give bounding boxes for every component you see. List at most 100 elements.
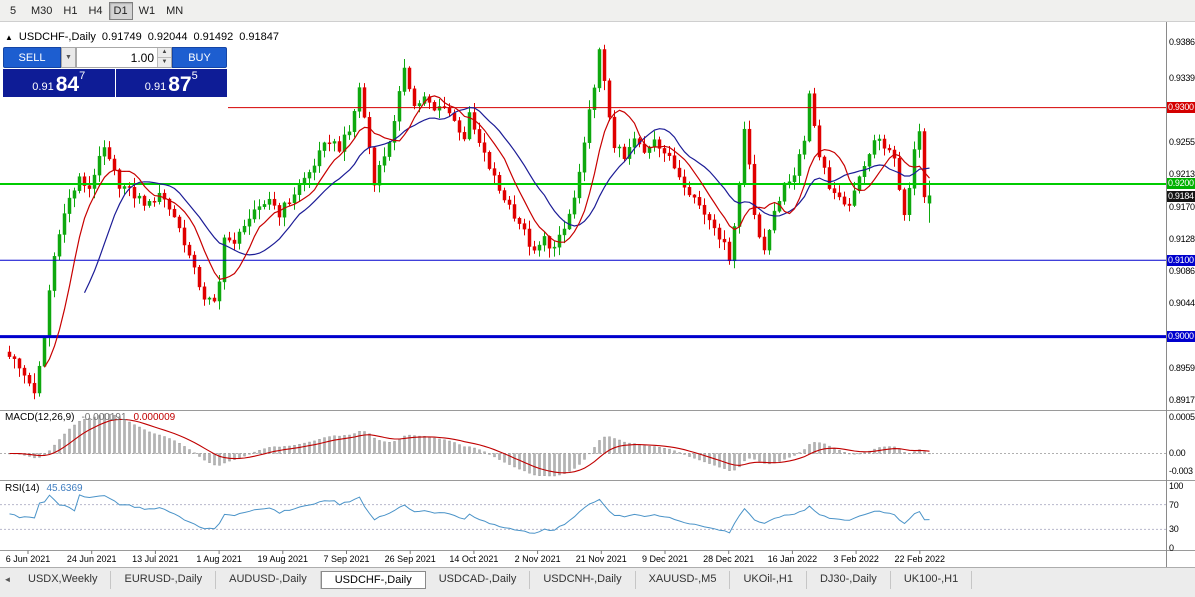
candle-body — [922, 131, 927, 198]
candle-body — [712, 219, 717, 229]
buy-button[interactable]: BUY — [172, 47, 227, 68]
macd-histogram-bar — [368, 433, 371, 454]
candle-body — [732, 226, 737, 262]
candle-body — [317, 150, 322, 167]
candle-body — [87, 185, 92, 189]
candle-body — [417, 103, 422, 107]
tabs-scroll-left-icon[interactable]: ◄ — [3, 575, 12, 584]
date-axis-label: 24 Jun 2021 — [67, 554, 117, 564]
price-axis-label: 0.9386 — [1169, 37, 1195, 47]
macd-histogram-bar — [648, 446, 651, 454]
macd-histogram-bar — [513, 453, 516, 468]
macd-histogram-bar — [128, 421, 131, 454]
tab-usdchf-daily[interactable]: USDCHF-,Daily — [320, 571, 426, 589]
candle-body — [7, 351, 12, 357]
candle-body — [877, 138, 882, 141]
macd-histogram-bar — [403, 435, 406, 454]
date-axis-label: 19 Aug 2021 — [258, 554, 309, 564]
rsi-scale-label: 0 — [1169, 543, 1174, 553]
tab-usdx-weekly[interactable]: USDX,Weekly — [15, 571, 112, 589]
macd-histogram-bar — [923, 451, 926, 454]
candle-body — [622, 146, 627, 159]
price-axis[interactable]: 0.93860.93390.92970.92550.92130.91700.91… — [1167, 22, 1195, 567]
timeframe-button-h1[interactable]: H1 — [63, 4, 78, 17]
candlestick-chart[interactable]: 6 Jun 2021 24 Jun 2021 13 Jul 2021 1 Aug 20… — [0, 22, 1195, 567]
timeframe-button-m30[interactable]: M30 — [31, 4, 53, 17]
macd-histogram-bar — [103, 413, 106, 454]
candle-body — [507, 199, 512, 205]
candle-body — [82, 176, 87, 186]
timeframe-button-d1[interactable]: D1 — [108, 1, 133, 20]
candle-body — [162, 192, 167, 200]
candle-body — [197, 266, 202, 288]
tab-eurusd-daily[interactable]: EURUSD-,Daily — [111, 571, 217, 589]
candle-body — [297, 184, 302, 195]
ohlc-close: 0.91847 — [239, 31, 279, 43]
macd-histogram-bar — [553, 453, 556, 477]
candle-body — [137, 195, 142, 199]
tab-usdcnh-daily[interactable]: USDCNH-,Daily — [530, 571, 636, 589]
candle-body — [172, 208, 177, 218]
candle-body — [37, 365, 42, 394]
candle-body — [437, 106, 442, 111]
candle-body — [822, 156, 827, 168]
candle-body — [152, 201, 157, 203]
candle-body — [917, 131, 922, 150]
tab-xauusd-m5[interactable]: XAUUSD-,M5 — [636, 571, 731, 589]
timeframe-button-w1[interactable]: W1 — [138, 4, 156, 17]
tab-uk100-h1[interactable]: UK100-,H1 — [891, 571, 973, 589]
macd-histogram-bar — [888, 446, 891, 454]
volume-decrease-button[interactable]: ▼ — [158, 58, 171, 67]
macd-histogram-bar — [363, 431, 366, 454]
candle-body — [132, 187, 137, 199]
tab-ukoil-h1[interactable]: UKOil-,H1 — [730, 571, 807, 589]
timeframe-button-5[interactable]: 5 — [9, 4, 17, 17]
volume-input[interactable] — [77, 48, 157, 67]
candle-body — [752, 163, 757, 215]
candle-body — [717, 227, 722, 240]
candle-body — [72, 190, 77, 199]
macd-histogram-bar — [913, 451, 916, 454]
price-axis-label: 0.9128 — [1169, 233, 1195, 244]
candle-body — [262, 204, 267, 207]
macd-histogram-bar — [163, 436, 166, 454]
price-tag-0.9100: 0.9100 — [1167, 254, 1195, 266]
macd-histogram-bar — [843, 452, 846, 454]
price-axis-label: 0.8917 — [1169, 395, 1195, 405]
volume-increase-button[interactable]: ▲ — [158, 48, 171, 58]
sell-button[interactable]: SELL — [3, 47, 61, 68]
macd-scale-label: 0.0005 — [1169, 412, 1195, 422]
date-axis-label: 21 Nov 2021 — [576, 554, 627, 564]
candle-body — [367, 117, 372, 148]
macd-signal-value: 0.000009 — [133, 412, 176, 423]
macd-histogram-bar — [688, 453, 691, 457]
candle-body — [57, 234, 62, 257]
candle-body — [632, 138, 637, 148]
macd-histogram-bar — [248, 453, 251, 455]
macd-histogram-bar — [213, 453, 216, 466]
trade-options-dropdown-icon[interactable]: ▼ — [61, 47, 76, 68]
timeframe-button-h4[interactable]: H4 — [88, 4, 103, 17]
macd-histogram-bar — [918, 449, 921, 454]
macd-histogram-bar — [593, 447, 596, 454]
candle-body — [757, 214, 762, 238]
candle-body — [602, 49, 607, 81]
tab-dj30-daily[interactable]: DJ30-,Daily — [807, 571, 891, 589]
candle-body — [232, 239, 237, 244]
buy-price-display[interactable]: 0.91 87 5 — [115, 69, 227, 97]
macd-histogram-bar — [663, 448, 666, 454]
macd-histogram-bar — [533, 453, 536, 476]
candle-body — [67, 197, 72, 214]
buy-price-prefix: 0.91 — [144, 81, 167, 93]
macd-histogram-bar — [578, 453, 581, 465]
tab-usdcad-daily[interactable]: USDCAD-,Daily — [426, 571, 531, 589]
macd-histogram-bar — [613, 438, 616, 454]
candle-body — [202, 286, 207, 300]
candle-body — [707, 214, 712, 221]
macd-histogram-bar — [563, 453, 566, 474]
timeframe-button-mn[interactable]: MN — [166, 4, 184, 17]
tab-audusd-daily[interactable]: AUDUSD-,Daily — [216, 571, 321, 589]
sell-price-display[interactable]: 0.91 84 7 — [3, 69, 115, 97]
candle-body — [702, 204, 707, 215]
macd-histogram-bar — [773, 453, 776, 464]
